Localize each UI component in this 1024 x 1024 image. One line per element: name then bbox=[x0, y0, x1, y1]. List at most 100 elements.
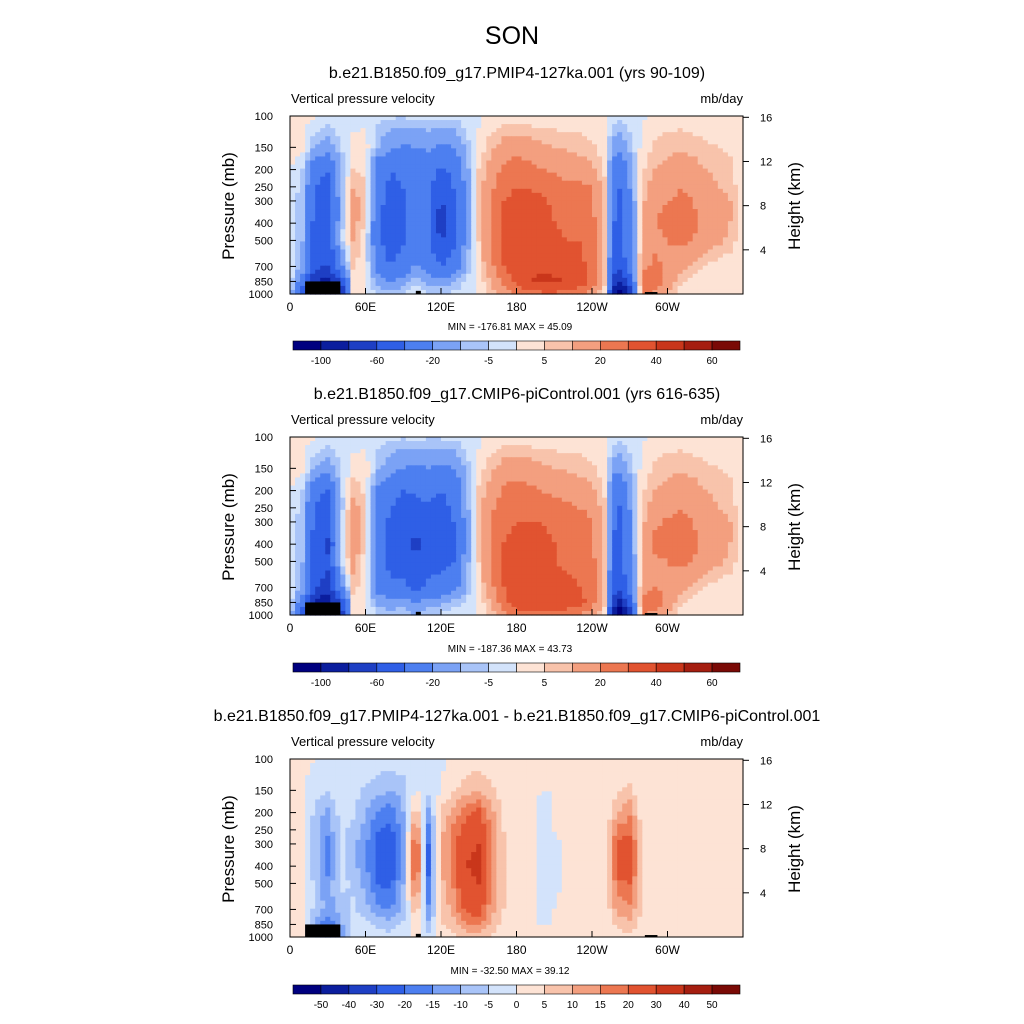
heatmap-cell bbox=[481, 473, 487, 479]
heatmap-cell bbox=[551, 261, 558, 267]
heatmap-cell bbox=[682, 184, 689, 190]
heatmap-cell bbox=[622, 437, 628, 442]
heatmap-cell bbox=[526, 140, 533, 145]
heatmap-cell bbox=[420, 148, 427, 154]
heatmap-cell bbox=[461, 144, 467, 149]
heatmap-cell bbox=[320, 128, 326, 133]
heatmap-cell bbox=[727, 213, 734, 218]
heatmap-cell bbox=[330, 441, 336, 446]
heatmap-cell bbox=[586, 465, 593, 470]
heatmap-cell bbox=[360, 225, 367, 230]
heatmap-cell bbox=[566, 257, 573, 263]
heatmap-cell bbox=[667, 237, 674, 243]
heatmap-cell bbox=[410, 213, 417, 218]
heatmap-cell bbox=[501, 253, 508, 259]
heatmap-cell bbox=[717, 152, 724, 158]
heatmap-cell bbox=[446, 445, 452, 450]
heatmap-cell bbox=[340, 164, 346, 170]
heatmap-cell bbox=[345, 245, 351, 251]
heatmap-cell bbox=[526, 449, 533, 454]
heatmap-cell bbox=[692, 156, 699, 162]
heatmap-cell bbox=[546, 253, 553, 259]
heatmap-cell bbox=[400, 209, 407, 214]
heatmap-cell bbox=[385, 217, 392, 222]
heatmap-cell bbox=[617, 241, 623, 247]
heatmap-cell bbox=[290, 253, 296, 259]
heatmap-cell bbox=[491, 136, 497, 141]
heatmap-cell bbox=[481, 245, 487, 251]
heatmap-cell bbox=[717, 277, 724, 283]
heatmap-cell bbox=[370, 200, 377, 206]
x-tick-label: 180 bbox=[506, 300, 526, 314]
heatmap-cell bbox=[315, 265, 321, 271]
heatmap-cell bbox=[390, 473, 397, 479]
heatmap-cell bbox=[446, 164, 452, 170]
heatmap-cell bbox=[310, 221, 316, 226]
heatmap-cell bbox=[395, 180, 402, 186]
heatmap-cell bbox=[511, 437, 518, 442]
heatmap-cell bbox=[375, 461, 382, 466]
heatmap-cell bbox=[320, 205, 326, 210]
heatmap-cell bbox=[420, 465, 427, 470]
heatmap-cell bbox=[511, 116, 518, 121]
heatmap-cell bbox=[581, 245, 588, 251]
heatmap-cell bbox=[662, 453, 669, 458]
heatmap-cell bbox=[456, 217, 462, 222]
heatmap-cell bbox=[325, 152, 331, 158]
heatmap-cell bbox=[516, 257, 523, 263]
heatmap-cell bbox=[712, 261, 719, 267]
heatmap-cell bbox=[451, 261, 457, 267]
heatmap-cell bbox=[642, 160, 648, 166]
heatmap-cell bbox=[561, 461, 568, 466]
heatmap-cell bbox=[435, 441, 442, 446]
heatmap-cell bbox=[511, 136, 518, 141]
heatmap-cell bbox=[687, 237, 694, 243]
heatmap-cell bbox=[471, 120, 477, 125]
heatmap-cell bbox=[597, 213, 603, 218]
heatmap-cell bbox=[546, 477, 553, 483]
heatmap-cell bbox=[420, 449, 427, 454]
heatmap-cell bbox=[647, 445, 653, 450]
heatmap-cell bbox=[551, 116, 558, 121]
heatmap-cell bbox=[546, 180, 553, 186]
heatmap-cell bbox=[612, 136, 618, 141]
heatmap-cell bbox=[546, 176, 553, 182]
heatmap-cell bbox=[461, 249, 467, 255]
heatmap-cell bbox=[571, 168, 578, 174]
heatmap-cell bbox=[521, 184, 528, 190]
heatmap-cell bbox=[581, 237, 588, 243]
heatmap-cell bbox=[687, 465, 694, 470]
heatmap-cell bbox=[612, 192, 618, 198]
heatmap-cell bbox=[712, 281, 719, 287]
heatmap-cell bbox=[622, 172, 628, 178]
heatmap-cell bbox=[707, 249, 714, 255]
heatmap-cell bbox=[712, 257, 719, 263]
heatmap-cell bbox=[335, 441, 341, 446]
heatmap-cell bbox=[662, 265, 669, 271]
heatmap-cell bbox=[677, 148, 684, 154]
heatmap-cell bbox=[546, 128, 553, 133]
heatmap-cell bbox=[526, 217, 533, 222]
heatmap-cell bbox=[435, 221, 442, 226]
heatmap-cell bbox=[632, 152, 638, 158]
heatmap-cell bbox=[607, 469, 613, 475]
heatmap-cell bbox=[531, 184, 538, 190]
heatmap-cell bbox=[310, 184, 316, 190]
heatmap-cell bbox=[632, 453, 638, 458]
heatmap-cell bbox=[355, 237, 362, 243]
heatmap-cell bbox=[576, 277, 583, 283]
heatmap-cell bbox=[677, 140, 684, 145]
heatmap-cell bbox=[632, 209, 638, 214]
heatmap-cell bbox=[385, 245, 392, 251]
heatmap-cell bbox=[481, 120, 487, 125]
heatmap-cell bbox=[350, 196, 357, 202]
heatmap-cell bbox=[737, 257, 744, 263]
heatmap-cell bbox=[607, 225, 613, 230]
heatmap-cell bbox=[466, 180, 472, 186]
heatmap-cell bbox=[290, 148, 296, 154]
heatmap-cell bbox=[531, 277, 538, 283]
heatmap-cell bbox=[360, 176, 367, 182]
heatmap-cell bbox=[622, 449, 628, 454]
heatmap-cell bbox=[446, 453, 452, 458]
heatmap-cell bbox=[330, 261, 336, 267]
